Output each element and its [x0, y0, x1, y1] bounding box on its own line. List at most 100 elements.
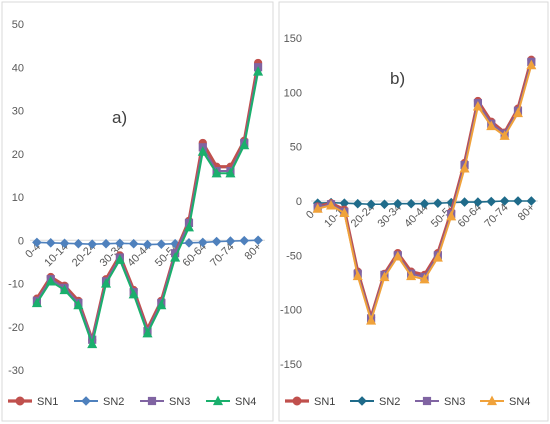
- y-tick-label-b: -50: [286, 250, 302, 262]
- data-point-sn2-a: [115, 238, 125, 249]
- y-tick-label-a: -20: [8, 322, 24, 334]
- data-point-sn2-a: [184, 238, 194, 248]
- data-point-sn2-b: [419, 198, 430, 209]
- data-point-sn2-b: [379, 199, 390, 210]
- data-point-sn2-b: [459, 197, 470, 207]
- data-point-sn2-b: [352, 198, 363, 209]
- data-point-sn4-a: [73, 299, 84, 310]
- y-tick-label-a: 10: [12, 192, 24, 204]
- legend-b: SN1 SN2 SN3 SN4: [285, 395, 530, 408]
- data-point-sn2-a: [128, 238, 139, 249]
- data-point-sn4-a: [239, 139, 250, 150]
- y-tick-label-b: 50: [290, 142, 302, 154]
- data-point-sn4-a: [253, 66, 264, 76]
- data-point-sn2-b: [392, 198, 403, 209]
- data-point-sn2-a: [156, 239, 167, 249]
- y-tick-label-a: 0: [18, 235, 24, 247]
- data-point-sn4-a: [183, 221, 194, 232]
- data-point-sn2-a: [239, 235, 250, 246]
- data-point-sn2-b: [473, 197, 483, 207]
- legend-label-sn4: SN4: [509, 396, 530, 408]
- legend-a: SN1 SN2 SN3 SN4: [8, 395, 256, 408]
- data-point-sn4-b: [459, 162, 470, 173]
- data-point-sn4-b: [499, 130, 510, 140]
- data-point-sn4-a: [170, 252, 181, 262]
- y-axis-b: -150 -100 -50 0 50 100 150: [280, 33, 302, 371]
- series-group-a: [31, 58, 264, 349]
- data-point-sn2-a: [225, 236, 236, 246]
- legend-label-sn2: SN2: [103, 396, 124, 408]
- data-point-sn4-a: [45, 275, 56, 286]
- y-tick-label-a: 30: [12, 106, 24, 118]
- legend-label-sn3: SN3: [169, 396, 190, 408]
- data-point-sn2-b: [526, 196, 537, 206]
- data-point-sn4-a: [31, 297, 42, 308]
- legend-label-sn3: SN3: [444, 396, 465, 408]
- data-point-sn4-a: [114, 254, 125, 264]
- data-point-sn4-b: [446, 210, 457, 221]
- data-point-sn2-b: [406, 198, 416, 209]
- data-point-sn4-b: [486, 120, 497, 131]
- data-point-sn4-b: [406, 270, 417, 281]
- data-point-sn4-a: [225, 167, 236, 178]
- y-tick-label-b: 150: [284, 33, 302, 45]
- data-point-sn4-a: [197, 146, 208, 156]
- data-point-sn4-a: [101, 278, 112, 288]
- y-tick-label-b: -150: [280, 359, 302, 371]
- data-point-sn4-a: [156, 299, 167, 310]
- data-point-sn4-b: [526, 59, 537, 70]
- data-point-sn4-b: [512, 107, 523, 118]
- data-point-sn2-a: [87, 239, 98, 249]
- legend-label-sn1: SN1: [37, 396, 58, 408]
- y-tick-label-b: -100: [280, 305, 302, 317]
- data-point-sn2-a: [197, 237, 208, 248]
- legend-marker-sn1: [15, 396, 25, 406]
- y-tick-label-a: -30: [8, 365, 24, 377]
- y-tick-label-a: 40: [12, 62, 24, 74]
- y-tick-label-a: 20: [12, 149, 24, 161]
- data-point-sn4-a: [87, 338, 98, 349]
- legend-marker-sn3: [147, 396, 157, 406]
- data-point-sn4-b: [312, 203, 323, 213]
- y-tick-label-a: -10: [8, 279, 24, 291]
- data-point-sn4-b: [472, 100, 483, 111]
- panel-b-label: b): [390, 69, 405, 88]
- panel-a-label: a): [112, 108, 127, 127]
- legend-marker-sn2: [81, 396, 91, 406]
- legend-marker-sn2: [357, 396, 367, 406]
- data-point-sn4-b: [419, 273, 430, 284]
- series-group-b: [312, 55, 537, 325]
- data-point-sn2-a: [59, 238, 70, 249]
- data-point-sn4-b: [379, 271, 390, 282]
- data-point-sn2-b: [433, 198, 443, 208]
- data-point-sn2-b: [366, 199, 376, 210]
- data-point-sn2-b: [499, 196, 510, 206]
- y-tick-label-b: 100: [284, 87, 302, 99]
- legend-marker-sn4: [212, 395, 224, 406]
- data-point-sn4-b: [339, 207, 350, 218]
- data-point-sn4-a: [142, 327, 153, 338]
- legend-marker-sn1: [292, 396, 302, 406]
- legend-marker-sn3: [422, 396, 432, 406]
- data-point-sn2-a: [101, 238, 111, 249]
- data-point-sn2-a: [45, 238, 56, 248]
- data-point-sn4-b: [352, 270, 363, 281]
- legend-marker-sn4: [486, 395, 498, 406]
- data-point-sn2-b: [513, 196, 523, 206]
- data-point-sn4-b: [366, 315, 377, 325]
- data-point-sn4-b: [432, 252, 443, 262]
- y-tick-label-b: 0: [296, 196, 302, 208]
- data-point-sn2-a: [142, 239, 153, 250]
- legend-label-sn1: SN1: [314, 396, 335, 408]
- legend-label-sn2: SN2: [379, 396, 400, 408]
- data-point-sn2-a: [211, 236, 222, 247]
- data-point-sn2-a: [32, 237, 42, 248]
- data-point-sn2-b: [486, 196, 497, 207]
- panel-b-frame: [278, 1, 549, 422]
- y-tick-label-a: 50: [12, 19, 24, 31]
- y-axis-a: -30 -20 -10 0 10 20 30 40 50: [8, 19, 24, 377]
- data-point-sn4-a: [128, 288, 139, 299]
- legend-label-sn4: SN4: [235, 396, 256, 408]
